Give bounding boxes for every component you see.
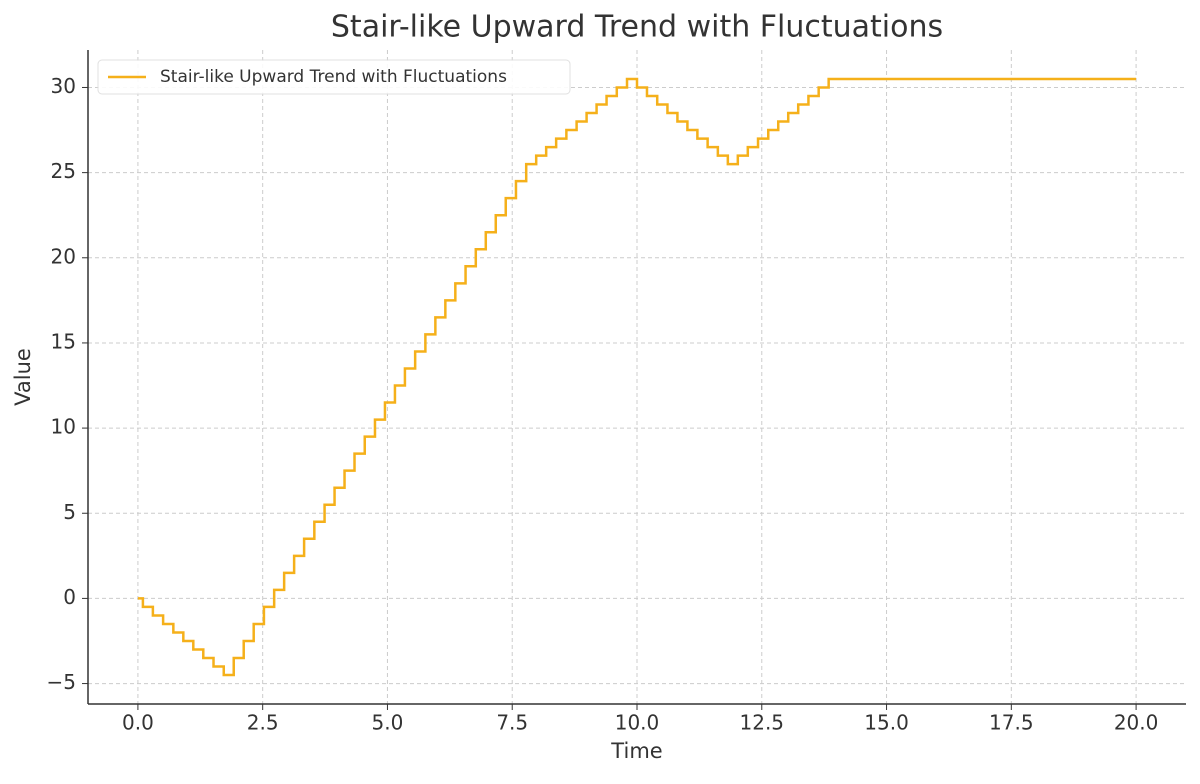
y-tick-label: 15 — [51, 329, 76, 353]
y-tick-label: −5 — [47, 670, 76, 694]
x-tick-label: 0.0 — [122, 711, 154, 735]
x-tick-label: 17.5 — [989, 711, 1034, 735]
y-tick-label: 25 — [51, 159, 76, 183]
data-line — [137, 77, 1137, 677]
x-axis-label: Time — [610, 739, 662, 763]
x-tick-label: 7.5 — [496, 711, 528, 735]
legend-box — [97, 59, 571, 95]
x-tick-label: 2.5 — [247, 711, 279, 735]
x-tick-label: 12.5 — [740, 711, 785, 735]
y-tick-label: 5 — [63, 500, 76, 524]
y-tick-label: 30 — [51, 74, 76, 98]
x-tick-label: 15.0 — [864, 711, 909, 735]
x-tick-label: 5.0 — [372, 711, 404, 735]
chart-title: Stair-like Upward Trend with Fluctuation… — [331, 10, 943, 45]
y-tick-label: 20 — [51, 244, 76, 268]
x-tick-label: 20.0 — [1114, 711, 1159, 735]
x-tick-label: 10.0 — [615, 711, 660, 735]
y-tick-label: 10 — [51, 415, 76, 439]
y-axis-label: Value — [11, 348, 35, 406]
y-tick-label: 0 — [63, 585, 76, 609]
legend-label: Stair-like Upward Trend with Fluctuation… — [160, 67, 507, 87]
